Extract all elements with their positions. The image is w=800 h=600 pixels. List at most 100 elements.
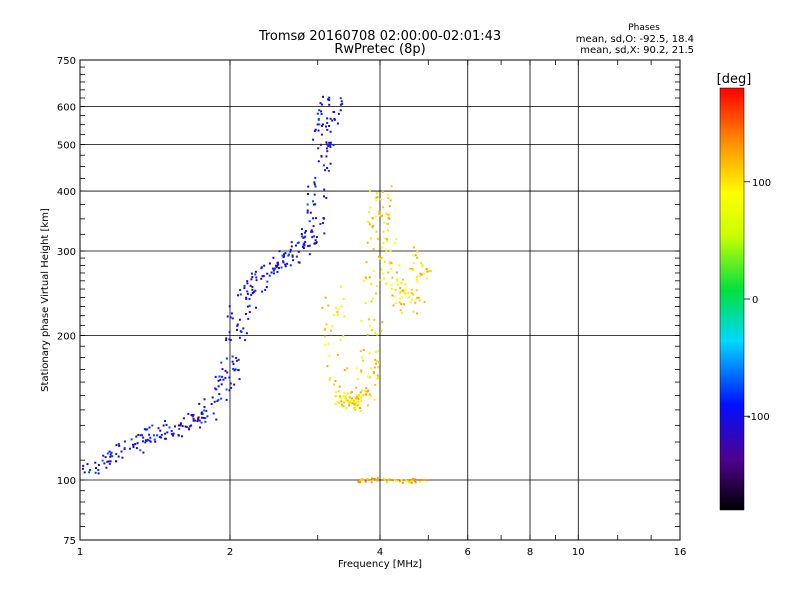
data-point-o [170,430,173,433]
data-point-x [327,304,330,307]
data-point-o [308,220,311,223]
colorbar-gradient [719,87,745,511]
data-point-o [250,278,253,281]
data-point-o [313,183,316,186]
data-point-x [421,265,424,268]
data-point-x [343,391,346,394]
data-point-o [230,312,233,315]
x-tick-label: 1 [77,547,83,558]
data-point-x [387,197,390,200]
data-point-x [384,212,387,215]
data-point-x [365,261,368,264]
data-point-x [346,367,349,370]
data-point-x [348,396,351,399]
data-point-x [408,296,411,299]
colorbar-label: [deg] [717,72,752,87]
data-point-x [389,261,392,264]
data-point-o [152,434,155,437]
data-point-x [342,335,345,338]
data-point-x [368,352,371,355]
data-point-o [237,358,240,361]
data-point-o [304,231,307,234]
data-point-o [322,123,325,126]
data-point-x [338,396,341,399]
data-point-e [414,481,417,484]
data-point-o [144,441,147,444]
data-point-x [345,399,348,402]
data-point-o [240,331,243,333]
data-point-o [232,367,235,370]
data-point-x [360,400,363,403]
data-point-o [213,400,216,403]
data-point-o [197,416,200,419]
data-point-o [188,428,190,431]
data-point-x [360,371,362,374]
data-point-x [412,310,415,313]
x-tick-label: 6 [465,547,471,558]
data-point-o [215,418,218,421]
data-point-o [251,276,254,278]
data-point-e [410,481,413,484]
data-point-x [370,329,373,332]
data-point-x [376,374,379,377]
data-point-o [275,266,278,269]
data-point-o [149,436,152,439]
data-point-x [351,402,354,405]
data-point-o [238,318,241,321]
data-point-x [334,391,337,393]
data-point-o [246,292,249,295]
data-point-x [379,279,382,281]
data-point-x [348,404,351,407]
data-point-o [323,195,325,198]
data-point-x [360,356,363,359]
data-point-o [309,211,312,214]
data-point-o [228,376,231,379]
y-tick-label: 500 [57,141,76,152]
data-point-o [324,169,327,172]
data-point-o [250,272,253,275]
data-point-x [345,407,348,410]
data-point-x [425,277,428,280]
data-point-o [249,284,252,287]
data-point-x [346,399,349,402]
data-point-o [276,264,279,267]
data-point-o [151,424,154,427]
data-point-o [274,267,276,270]
data-point-o [323,188,326,191]
data-point-o [304,230,307,232]
data-point-x [357,403,360,406]
data-point-o [220,397,223,400]
data-point-o [282,261,285,264]
data-point-x [369,367,372,370]
data-point-o [333,118,336,121]
data-point-x [349,391,352,394]
data-point-o [278,267,280,270]
data-point-o [164,420,166,422]
colorbar-ticks: 100 0 -100 [744,178,771,423]
data-point-o [313,242,316,245]
data-point-x [366,220,369,223]
data-point-o [237,369,240,372]
data-point-o [198,419,201,422]
data-point-x [394,301,397,304]
data-point-o [132,446,135,449]
data-point-o [254,273,257,276]
data-point-x [369,189,371,192]
data-point-o [317,129,320,132]
data-point-o [319,143,322,146]
data-point-o [234,368,237,371]
data-point-o [328,96,331,99]
data-point-o [255,306,257,309]
data-point-o [246,282,249,285]
data-point-o [185,425,188,428]
data-point-o [141,434,143,437]
data-point-o [164,437,166,440]
data-point-o [303,242,306,245]
data-point-o [123,447,126,450]
data-point-x [381,214,384,217]
data-point-x [416,312,419,315]
data-point-x [418,299,421,302]
data-point-x [375,192,378,195]
data-point-o [225,398,228,401]
data-point-o [326,150,329,153]
